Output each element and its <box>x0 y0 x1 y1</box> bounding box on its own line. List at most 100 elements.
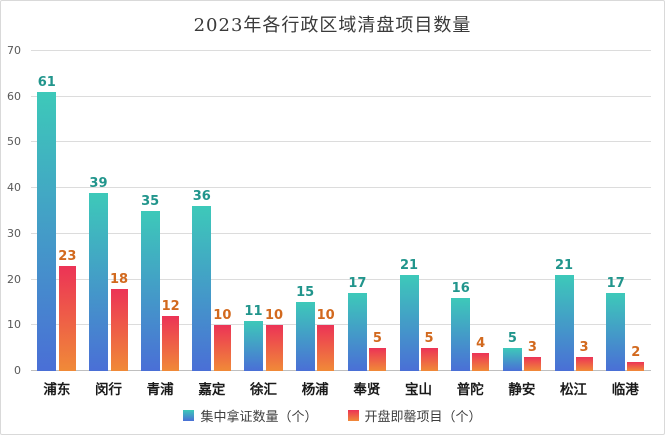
bar-column: 18 <box>110 51 128 371</box>
bar-column: 15 <box>295 51 315 371</box>
bar-column: 35 <box>140 51 160 371</box>
category-label: 宝山 <box>405 382 433 398</box>
bar-column: 5 <box>502 51 522 371</box>
bar-series1 <box>399 275 419 371</box>
bar-column: 17 <box>606 51 626 371</box>
bar-series1 <box>37 92 57 371</box>
bar-column: 61 <box>37 51 57 371</box>
bar-series2 <box>317 325 335 371</box>
bar-pair: 17 2 <box>599 51 651 371</box>
y-axis: 0 10 20 30 40 50 60 70 <box>1 44 25 377</box>
bar-value-label: 3 <box>527 340 537 356</box>
bar-value-label: 39 <box>89 175 108 191</box>
bar-column: 11 <box>243 51 263 371</box>
bar-pair: 39 18 <box>83 51 135 371</box>
bar-value-label: 2 <box>631 344 641 360</box>
bar-value-label: 36 <box>192 189 211 205</box>
bar-value-label: 10 <box>264 308 284 324</box>
bar-column: 5 <box>368 51 386 371</box>
bar-series2 <box>368 348 386 371</box>
bar-value-label: 5 <box>424 331 434 347</box>
bar-series2 <box>110 288 128 371</box>
category-label: 浦东 <box>43 382 71 398</box>
bar-value-label: 5 <box>507 331 517 347</box>
y-tick-label-60: 60 <box>7 89 21 103</box>
bar-groups: 61 23 浦东 39 18 闵行 35 12 青浦 36 10 嘉定 11 10 徐汇 15 10 杨浦 17 5 奉… <box>31 51 651 398</box>
bar-column: 3 <box>523 51 541 371</box>
bar-column: 16 <box>451 51 471 371</box>
bar-column: 21 <box>554 51 574 371</box>
legend-label: 集中拿证数量（个） <box>200 410 318 425</box>
bar-pair: 16 4 <box>444 51 496 371</box>
bar-column: 2 <box>627 51 645 371</box>
y-tick-label-40: 40 <box>7 181 21 195</box>
legend-label: 开盘即罄项目（个） <box>364 410 482 425</box>
y-tick-label-50: 50 <box>7 135 21 149</box>
legend-item-1: 集中拿证数量（个） <box>183 406 318 425</box>
y-tick-label-30: 30 <box>7 226 21 240</box>
bar-group-8: 21 5 宝山 <box>393 51 445 398</box>
bar-column: 23 <box>58 51 76 371</box>
x-axis-line <box>31 370 651 371</box>
bar-column: 3 <box>575 51 593 371</box>
category-label: 静安 <box>508 382 536 398</box>
gridline-60 <box>31 95 651 97</box>
bar-pair: 61 23 <box>31 51 83 371</box>
bar-series2 <box>472 352 490 371</box>
bar-column: 39 <box>88 51 108 371</box>
bar-column: 10 <box>265 51 283 371</box>
bar-value-label: 3 <box>579 340 589 356</box>
bar-group-7: 17 5 奉贤 <box>341 51 393 398</box>
bar-value-label: 17 <box>606 276 625 292</box>
bar-value-label: 21 <box>399 258 419 273</box>
bar-value-label: 18 <box>109 271 129 287</box>
bar-series2 <box>627 361 645 371</box>
bar-value-label: 10 <box>213 308 232 324</box>
bar-group-11: 21 3 松江 <box>548 51 600 398</box>
gridline-70 <box>31 50 651 51</box>
bar-pair: 21 3 <box>548 51 600 371</box>
bar-series2 <box>575 357 593 371</box>
category-label: 杨浦 <box>301 382 329 398</box>
bar-column: 36 <box>192 51 212 371</box>
category-label: 普陀 <box>456 382 484 398</box>
category-label: 嘉定 <box>198 382 226 398</box>
legend-swatch-icon <box>347 410 359 421</box>
bar-column: 5 <box>420 51 438 371</box>
chart-title: 2023年各行政区域清盘项目数量 <box>193 15 472 36</box>
bar-series1 <box>347 293 367 371</box>
bar-group-6: 15 10 杨浦 <box>289 51 341 398</box>
bar-group-5: 11 10 徐汇 <box>238 51 290 398</box>
y-tick-label-10: 10 <box>7 318 21 332</box>
bar-series2 <box>58 265 76 371</box>
category-label: 闵行 <box>95 382 122 398</box>
bar-series2 <box>523 357 541 371</box>
bar-column: 4 <box>472 51 490 371</box>
bar-group-12: 17 2 临港 <box>599 51 651 398</box>
gridline-30 <box>31 232 651 234</box>
bar-value-label: 5 <box>372 331 382 347</box>
category-label: 松江 <box>560 382 588 398</box>
bar-value-label: 17 <box>348 276 367 292</box>
legend-item-2: 开盘即罄项目（个） <box>347 406 482 425</box>
bar-value-label: 23 <box>58 248 77 264</box>
legend: 集中拿证数量（个） 开盘即罄项目（个） <box>1 406 664 425</box>
bar-value-label: 35 <box>141 194 160 209</box>
bar-value-label: 15 <box>296 285 315 301</box>
bar-value-label: 12 <box>161 299 180 315</box>
bar-series1 <box>88 192 108 371</box>
bar-series2 <box>420 348 438 371</box>
bar-series1 <box>502 348 522 371</box>
bar-series2 <box>265 325 283 371</box>
bar-series1 <box>192 206 212 371</box>
bar-value-label: 61 <box>37 75 56 91</box>
bar-pair: 35 12 <box>134 51 186 371</box>
bar-column: 10 <box>317 51 335 371</box>
bar-series1 <box>243 320 263 371</box>
gridline-40 <box>31 187 651 189</box>
bar-series1 <box>606 293 626 371</box>
bar-column: 21 <box>399 51 419 371</box>
legend-swatch-icon <box>183 410 195 421</box>
